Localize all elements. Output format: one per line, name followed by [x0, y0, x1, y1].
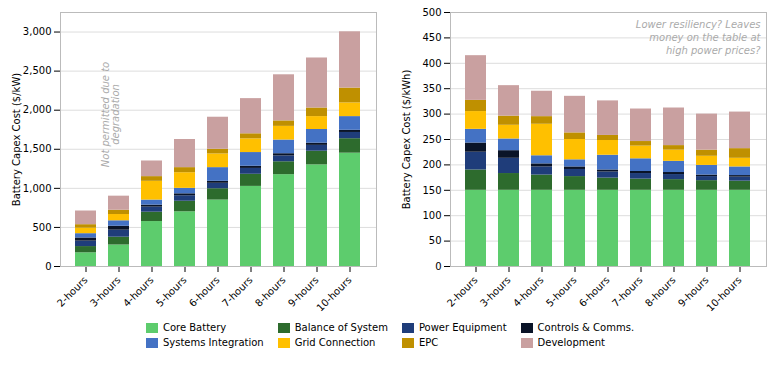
html-text:Grid Connection: Grid Connection	[294, 337, 376, 348]
svg-text:2,500: 2,500	[23, 65, 52, 76]
svg-text:500: 500	[422, 7, 441, 18]
svg-text:1,000: 1,000	[23, 183, 52, 194]
svg-text:9-hours: 9-hours	[676, 274, 711, 309]
svg-text:7-hours: 7-hours	[220, 274, 255, 309]
svg-text:3-hours: 3-hours	[478, 274, 513, 309]
svg-text:0: 0	[45, 261, 51, 272]
svg-text:Battery Capex Cost ($/kW): Battery Capex Cost ($/kW)	[11, 73, 22, 206]
svg-text:10-hours: 10-hours	[704, 274, 743, 313]
svg-text:450: 450	[422, 32, 441, 43]
html-text:Development: Development	[537, 337, 605, 348]
svg-text:150: 150	[422, 185, 441, 196]
svg-text:Not permitted due todegradatio: Not permitted due todegradation	[100, 62, 121, 167]
svg-text:5-hours: 5-hours	[154, 274, 189, 309]
svg-text:7-hours: 7-hours	[610, 274, 645, 309]
svg-text:300: 300	[422, 108, 441, 119]
html-text:Core Battery: Core Battery	[162, 322, 227, 333]
html-text:Controls & Comms.: Controls & Comms.	[537, 322, 635, 333]
svg-text:Battery Capex Cost ($/kWh): Battery Capex Cost ($/kWh)	[401, 70, 412, 210]
svg-text:200: 200	[422, 159, 441, 170]
svg-text:2-hours: 2-hours	[445, 274, 480, 309]
svg-text:350: 350	[422, 83, 441, 94]
svg-text:9-hours: 9-hours	[286, 274, 321, 309]
html-text:Systems Integration: Systems Integration	[162, 337, 264, 348]
svg-text:0: 0	[435, 261, 441, 272]
svg-text:2-hours: 2-hours	[55, 274, 90, 309]
svg-text:6-hours: 6-hours	[577, 274, 612, 309]
svg-text:500: 500	[32, 222, 51, 233]
svg-text:Lower resiliency? Leavesmoney: Lower resiliency? Leavesmoney on the tab…	[636, 19, 762, 56]
svg-text:8-hours: 8-hours	[643, 274, 678, 309]
svg-text:50: 50	[429, 235, 442, 246]
svg-text:4-hours: 4-hours	[121, 274, 156, 309]
svg-text:400: 400	[422, 58, 441, 69]
html-text:EPC: EPC	[418, 337, 439, 348]
svg-text:10-hours: 10-hours	[314, 274, 353, 313]
svg-text:6-hours: 6-hours	[187, 274, 222, 309]
svg-text:250: 250	[422, 134, 441, 145]
svg-text:1,500: 1,500	[23, 143, 52, 154]
svg-text:100: 100	[422, 210, 441, 221]
svg-text:5-hours: 5-hours	[544, 274, 579, 309]
svg-text:3-hours: 3-hours	[88, 274, 123, 309]
svg-text:3,000: 3,000	[23, 26, 52, 37]
html-text:Power Equipment: Power Equipment	[418, 322, 507, 333]
html-text:Balance of System: Balance of System	[294, 322, 388, 333]
svg-text:8-hours: 8-hours	[253, 274, 288, 309]
svg-text:2,000: 2,000	[23, 104, 52, 115]
svg-text:4-hours: 4-hours	[511, 274, 546, 309]
